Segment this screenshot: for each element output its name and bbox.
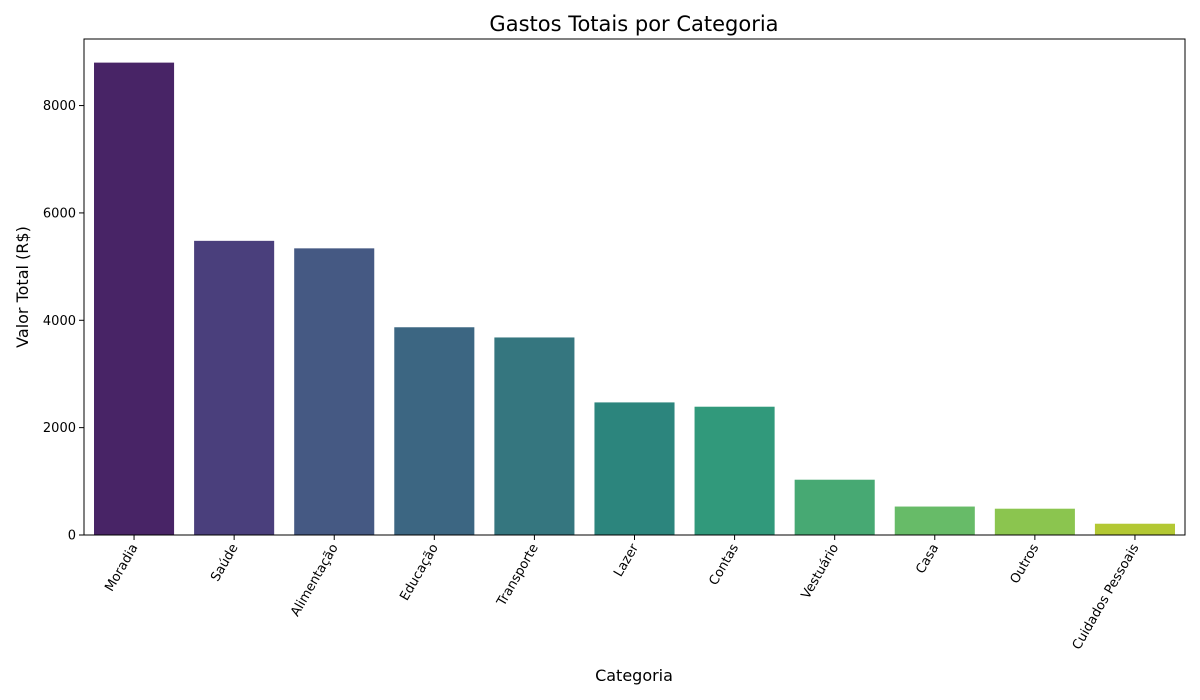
x-tick-label-1: Saúde: [208, 542, 241, 585]
y-tick-label-0: 0: [68, 529, 76, 544]
x-tick-label-10: Cuidados Pessoais: [1070, 541, 1143, 652]
bar-3: [394, 327, 475, 535]
x-tick-label-2: Alimentação: [288, 541, 342, 619]
x-axis: Moradia Saúde Alimentação Educação Transport…: [102, 535, 1143, 652]
bar-8: [894, 506, 975, 535]
y-axis: 0 2000 4000 6000 8000: [43, 99, 84, 544]
bar-7: [794, 479, 875, 535]
x-axis-title: Categoria: [595, 666, 673, 685]
bar-9: [994, 508, 1075, 535]
y-tick-label-4: 8000: [43, 99, 76, 114]
chart-title: Gastos Totais por Categoria: [489, 12, 778, 36]
x-tick-label-5: Lazer: [611, 541, 642, 580]
x-tick-label-3: Educação: [397, 541, 441, 603]
y-axis-title: Valor Total (R$): [13, 226, 32, 348]
bars-group: [94, 62, 1175, 536]
bar-6: [694, 406, 775, 535]
bar-4: [494, 337, 575, 535]
bar-2: [294, 248, 375, 535]
bar-1: [194, 240, 275, 535]
y-tick-label-3: 6000: [43, 206, 76, 221]
bar-10: [1094, 523, 1175, 535]
x-tick-label-4: Transporte: [494, 541, 542, 609]
bar-5: [594, 402, 675, 535]
y-tick-label-2: 4000: [43, 314, 76, 329]
x-tick-label-6: Contas: [707, 541, 743, 588]
x-tick-label-9: Outros: [1008, 541, 1043, 586]
x-tick-label-0: Moradia: [102, 542, 141, 595]
x-tick-label-7: Vestuário: [799, 541, 842, 601]
x-tick-label-8: Casa: [913, 542, 942, 577]
y-tick-label-1: 2000: [43, 421, 76, 436]
bar-0: [94, 62, 175, 536]
